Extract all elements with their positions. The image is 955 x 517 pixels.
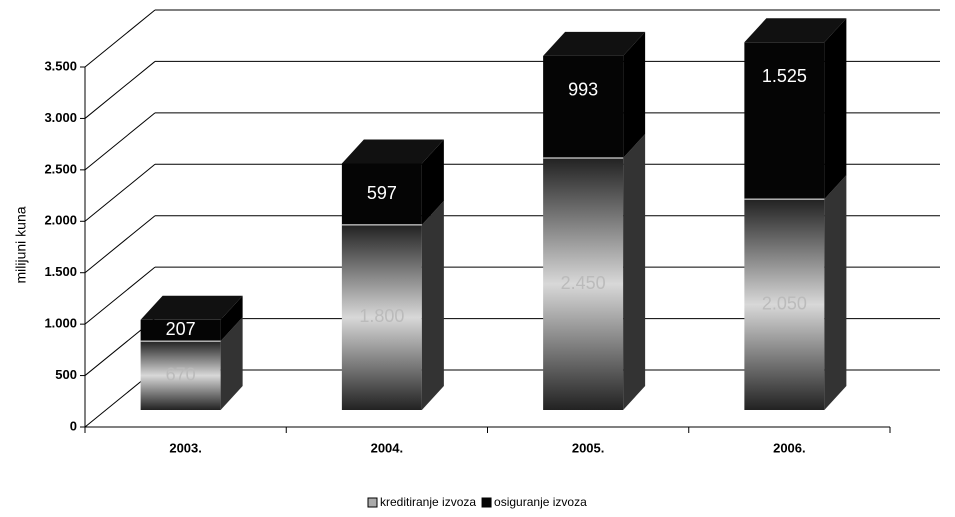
bar-top: [744, 18, 847, 43]
bar-side: [824, 18, 847, 200]
grid-line: [84, 215, 156, 274]
bar-side: [220, 317, 243, 410]
grid-line: [84, 266, 156, 325]
y-axis-title: milijuni kuna: [13, 206, 29, 283]
bar-front: [140, 341, 221, 410]
y-tick-label: 3.500: [44, 58, 77, 73]
bar-side: [623, 134, 646, 410]
grid-line: [84, 112, 156, 171]
bar-front: [341, 224, 422, 410]
data-label: 1.800: [359, 306, 404, 326]
data-label: 207: [166, 319, 196, 339]
data-label: 670: [166, 364, 196, 384]
grid-line: [84, 61, 156, 119]
bar-front: [543, 158, 624, 410]
bar-top: [140, 295, 243, 320]
bar-side: [824, 175, 847, 410]
data-label: 597: [367, 183, 397, 203]
grid-line: [84, 9, 156, 68]
legend-swatch: [481, 497, 492, 508]
bar-front: [744, 42, 825, 200]
legend-label: osiguranje izvoza: [494, 495, 587, 509]
x-tick-label: 2003.: [169, 440, 202, 455]
bar-front: [140, 319, 221, 342]
bar-side: [220, 295, 243, 342]
bar-side: [623, 31, 646, 159]
bar-front: [744, 199, 825, 410]
bar-front: [543, 55, 624, 159]
bar-top: [543, 31, 646, 56]
x-tick-label: 2006.: [773, 440, 806, 455]
y-tick-label: 0: [70, 418, 77, 433]
data-label: 993: [568, 80, 598, 100]
grid-line: [84, 163, 156, 222]
data-label: 1.525: [762, 66, 807, 86]
data-label: 2.050: [762, 293, 807, 313]
bar-side: [421, 200, 444, 410]
y-tick-label: 3.000: [44, 110, 77, 125]
bar-top: [341, 139, 444, 164]
bar-side: [421, 139, 444, 225]
x-tick-label: 2004.: [371, 440, 404, 455]
legend-swatch: [367, 497, 378, 508]
bar-front: [341, 163, 422, 225]
data-label: 2.450: [561, 273, 606, 293]
y-tick-label: 500: [55, 367, 77, 382]
y-tick-label: 2.000: [44, 213, 77, 228]
legend-label: kreditiranje izvoza: [380, 495, 476, 509]
y-tick-label: 2.500: [44, 161, 77, 176]
x-tick-label: 2005.: [572, 440, 605, 455]
y-tick-label: 1.500: [44, 264, 77, 279]
y-tick-label: 1.000: [44, 316, 77, 331]
